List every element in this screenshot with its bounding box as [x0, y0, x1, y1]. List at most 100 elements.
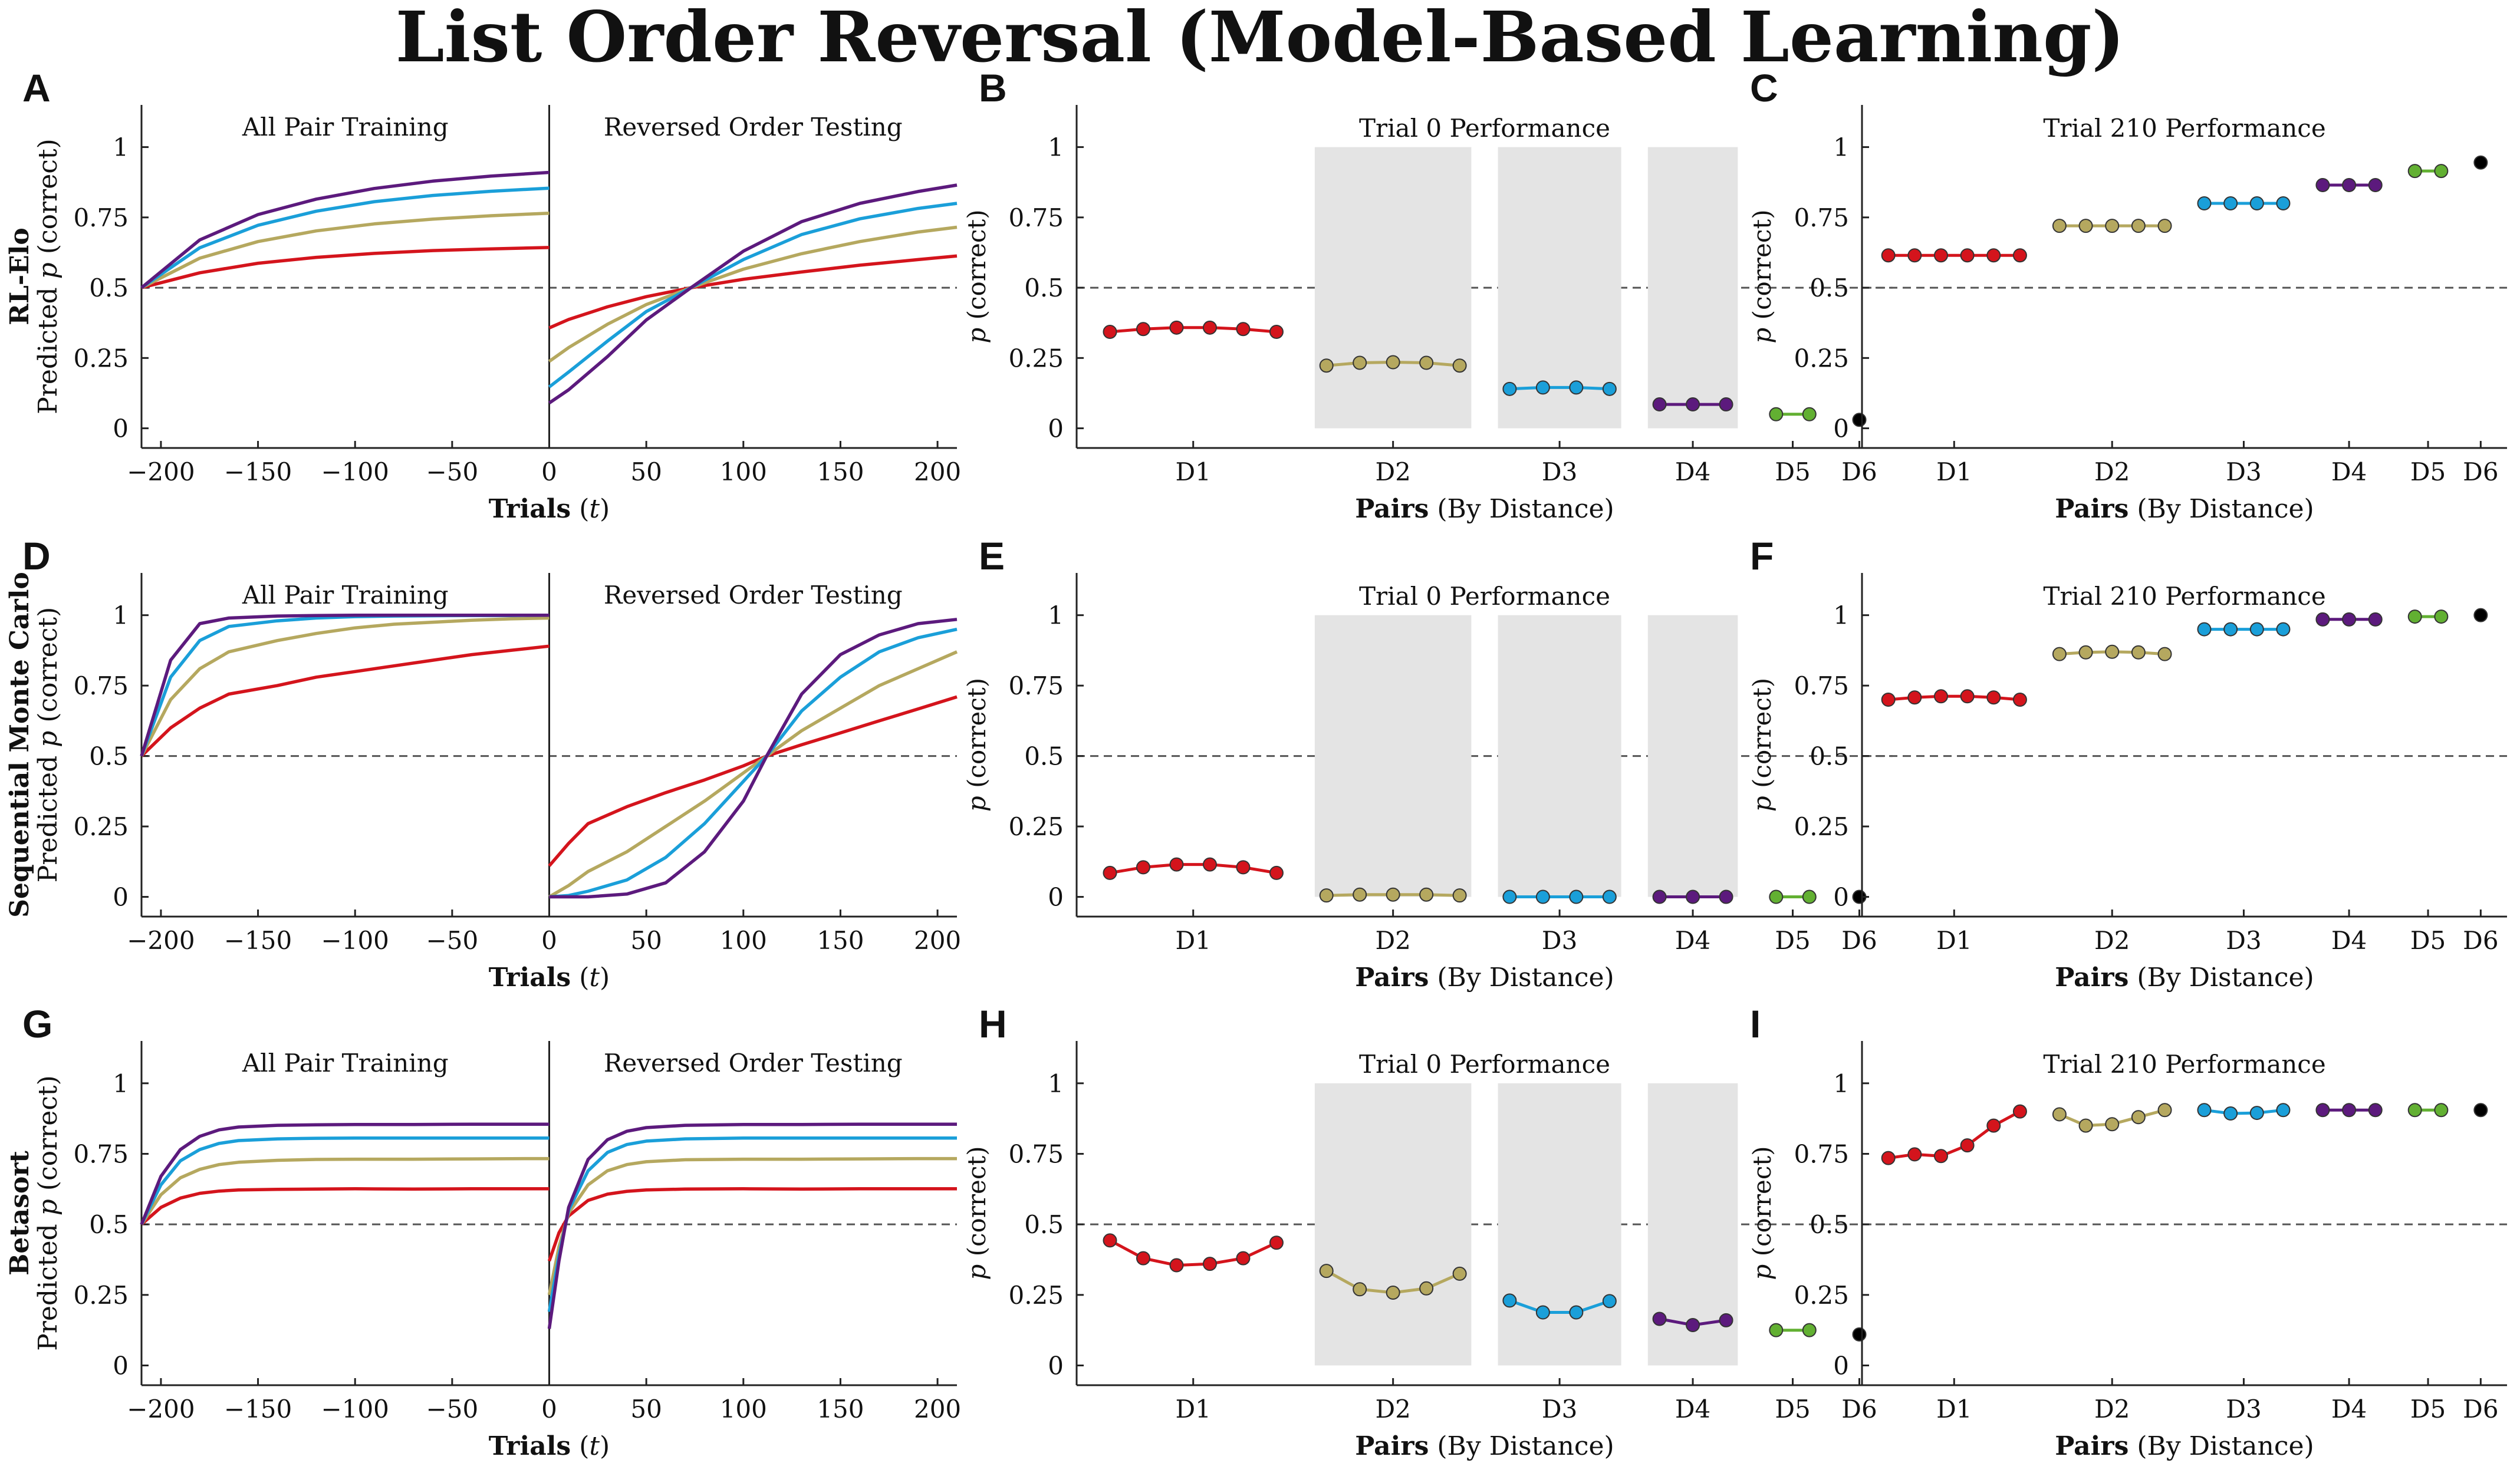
point-D3-3 — [2249, 196, 2264, 210]
y-tick-label: 0 — [113, 883, 129, 912]
phase-label-testing: Reversed Order Testing — [604, 113, 903, 141]
category-label-D6: D6 — [2463, 457, 2498, 486]
x-tick-label: −100 — [321, 926, 389, 955]
y-tick-label: 0.5 — [1810, 1210, 1849, 1239]
row-ylabel: Predicted p (correct) — [33, 607, 63, 883]
y-tick-label: 0 — [1833, 1351, 1849, 1380]
category-label-D5: D5 — [2410, 1395, 2446, 1424]
category-label-D3: D3 — [1542, 457, 1577, 486]
category-label-D1: D1 — [1176, 1395, 1211, 1424]
category-label-D6: D6 — [2463, 1395, 2498, 1424]
y-axis-label: p (correct) — [962, 1146, 991, 1280]
point-D2-1 — [2052, 647, 2067, 661]
point-D4-2 — [1686, 397, 1700, 412]
point-D1-6 — [2012, 1104, 2027, 1119]
point-D6-1 — [2473, 155, 2488, 170]
point-D4-1 — [1652, 889, 1667, 904]
y-tick-label: 0.5 — [1024, 742, 1064, 771]
panel-G: G 0 0.25 0.5 0.75 1 −200 −150 −100 −50 0 50 100 150 20… — [22, 1002, 961, 1461]
point-D6-1 — [1852, 1327, 1867, 1342]
point-D2-1 — [1319, 888, 1334, 903]
point-D5-1 — [2407, 609, 2422, 624]
series-D1-testing — [548, 254, 958, 329]
series-D1-line — [1888, 1110, 2021, 1160]
y-tick-label: 0.5 — [1024, 274, 1064, 302]
y-tick-label: 1 — [113, 601, 129, 630]
phase-label-testing: Reversed Order Testing — [604, 581, 903, 609]
series-D1-testing — [548, 695, 958, 867]
series-D1-line — [1110, 863, 1277, 875]
point-D6-1 — [1852, 413, 1867, 427]
y-tick-label: 0.25 — [1794, 1281, 1849, 1310]
panel-B: B 0 0.25 0.5 0.75 1 Trial 0 Performance D1 D2 D3 D… — [962, 66, 1893, 524]
y-tick-label: 0.5 — [1024, 1210, 1064, 1239]
y-tick-label: 0 — [1048, 414, 1064, 443]
point-D2-3 — [2105, 219, 2120, 233]
point-D2-3 — [2105, 644, 2120, 659]
point-D3-1 — [1502, 1293, 1517, 1308]
x-axis-label: Trials (t) — [489, 1431, 610, 1461]
x-tick-label: 150 — [817, 457, 864, 486]
point-D1-3 — [1169, 1258, 1184, 1273]
point-D1-5 — [1986, 1118, 2001, 1133]
x-tick-label: 0 — [541, 457, 557, 486]
series-D1-line — [1109, 1239, 1277, 1267]
point-D2-1 — [2052, 219, 2067, 233]
point-D4-2 — [2342, 177, 2357, 192]
point-D3-2 — [1535, 1305, 1550, 1320]
y-axis-label: p (correct) — [962, 209, 991, 343]
category-label-D2: D2 — [1375, 1395, 1410, 1424]
series-D3-testing — [549, 627, 958, 899]
y-tick-label: 1 — [1833, 601, 1849, 630]
point-D3-1 — [1502, 381, 1517, 396]
category-label-D1: D1 — [1936, 926, 1972, 955]
point-D4-3 — [2368, 612, 2383, 627]
panel-letter: I — [1750, 1002, 1761, 1046]
x-tick-label: 200 — [914, 1395, 961, 1424]
series-D4-training — [140, 1122, 550, 1225]
point-D2-4 — [1419, 355, 1434, 370]
point-D3-2 — [2223, 622, 2238, 637]
point-D1-4 — [1202, 320, 1217, 335]
y-tick-label: 0 — [113, 1351, 129, 1380]
category-label-D6: D6 — [1841, 457, 1877, 486]
panel-letter: E — [979, 534, 1005, 578]
point-D2-1 — [2052, 1107, 2067, 1122]
point-D2-1 — [1319, 358, 1334, 373]
point-D3-4 — [2276, 1103, 2291, 1118]
phase-label-training: All Pair Training — [242, 1049, 449, 1078]
point-D6-1 — [2473, 1103, 2488, 1118]
point-D2-3 — [1386, 1285, 1400, 1300]
category-label-D5: D5 — [2410, 926, 2446, 955]
point-D2-5 — [2157, 647, 2172, 661]
point-D5-1 — [1769, 1323, 1784, 1337]
category-label-D4: D4 — [2331, 1395, 2367, 1424]
point-D3-4 — [1602, 889, 1617, 904]
y-tick-label: 0.25 — [1794, 812, 1849, 841]
y-tick-label: 1 — [113, 1069, 129, 1098]
phase-label-testing: Reversed Order Testing — [604, 1049, 903, 1078]
panel-title: Trial 210 Performance — [2043, 1050, 2325, 1079]
y-tick-label: 1 — [1048, 133, 1064, 162]
point-D1-2 — [1136, 860, 1150, 875]
panel-letter: C — [1750, 66, 1778, 110]
point-D3-4 — [1602, 1294, 1617, 1309]
x-tick-label: −200 — [127, 926, 195, 955]
series-D2-training — [140, 616, 550, 757]
y-tick-label: 0.75 — [1794, 203, 1849, 232]
point-D3-3 — [1569, 1305, 1584, 1320]
y-tick-label: 0.25 — [73, 812, 129, 841]
x-tick-label: −150 — [224, 926, 292, 955]
category-label-D2: D2 — [2094, 457, 2130, 486]
x-tick-label: −100 — [321, 457, 389, 486]
panel-C: C 0 0.25 0.5 0.75 1 Trial 210 Performance D1 D2 D… — [1748, 66, 2507, 524]
point-D1-4 — [1960, 248, 1975, 263]
point-D2-2 — [1353, 355, 1367, 370]
point-D2-5 — [1452, 358, 1467, 373]
series-D2-training — [140, 211, 550, 289]
series-D1-training — [140, 1187, 550, 1226]
category-label-D5: D5 — [2410, 457, 2446, 486]
category-label-D3: D3 — [2226, 926, 2261, 955]
point-D5-1 — [2407, 1103, 2422, 1118]
